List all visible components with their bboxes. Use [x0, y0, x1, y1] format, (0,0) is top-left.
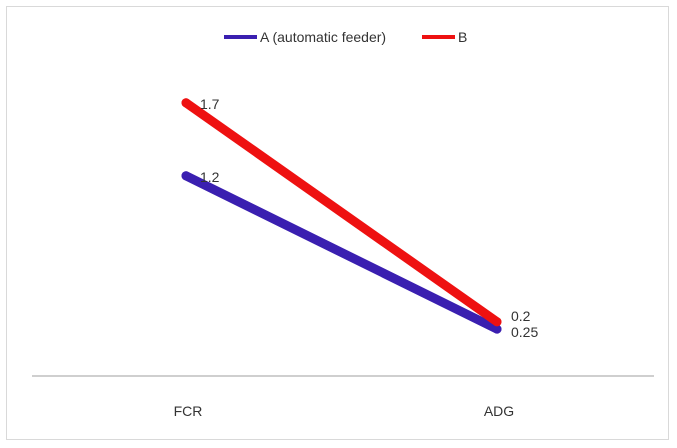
x-tick-adg: ADG: [484, 403, 514, 419]
series-line-1: [181, 98, 502, 327]
data-point-1-0: [181, 98, 191, 108]
series-layer: 1.2 0.25 1.7 0.2: [181, 96, 538, 340]
data-label-0-0: 1.2: [200, 169, 220, 185]
data-label-0-1: 0.25: [511, 324, 538, 340]
x-tick-fcr: FCR: [174, 403, 203, 419]
data-point-0-1: [492, 324, 502, 334]
data-point-1-1: [492, 317, 502, 327]
series-line-0: [181, 171, 502, 334]
chart-frame: [6, 6, 669, 440]
x-tick-labels: FCR ADG: [174, 403, 515, 419]
data-label-1-1: 0.2: [511, 308, 531, 324]
legend-label-0: A (automatic feeder): [260, 29, 386, 45]
data-point-0-0: [181, 171, 191, 181]
legend-label-1: B: [458, 29, 467, 45]
legend: A (automatic feeder) B: [224, 29, 467, 45]
data-label-1-0: 1.7: [200, 96, 220, 112]
